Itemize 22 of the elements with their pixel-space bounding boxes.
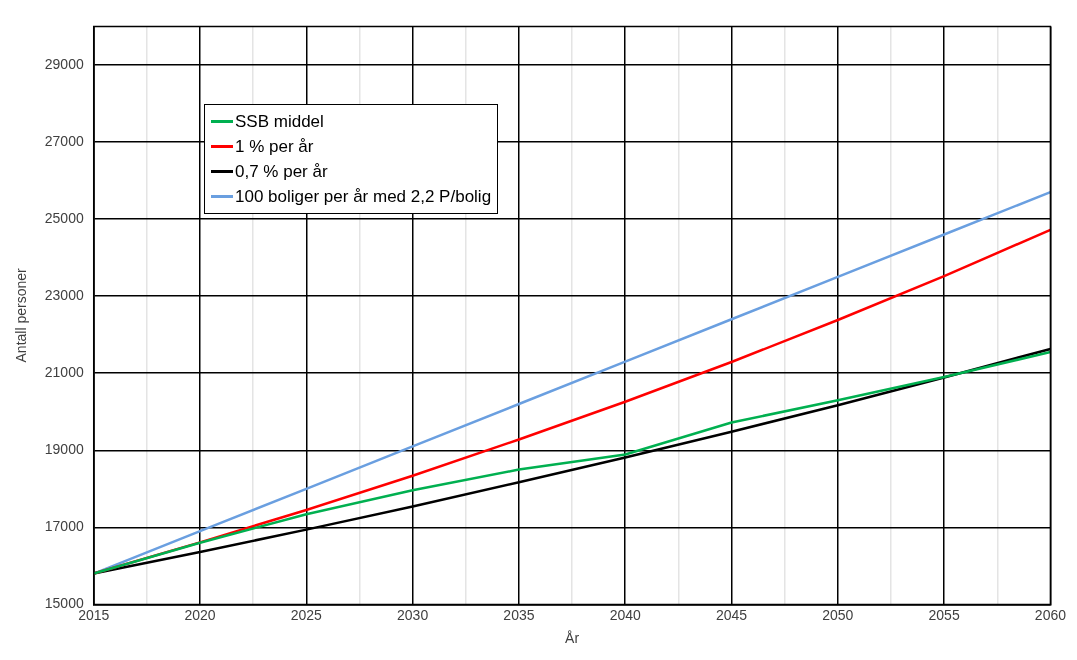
x-tick-label: 2060 [1034,606,1067,623]
y-tick-label: 17000 [44,518,84,535]
y-tick-label: 19000 [44,441,84,458]
y-tick-label: 27000 [44,132,84,149]
y-tick-label: 21000 [44,364,84,381]
y-tick-label: 23000 [44,286,84,303]
x-tick-label: 2020 [184,606,216,623]
legend-label: 0,7 % per år [235,161,328,182]
x-tick-label: 2025 [290,606,323,623]
x-tick-label: 2035 [503,606,535,623]
legend-label: 100 boliger per år med 2,2 P/bolig [235,186,492,207]
y-tick-label: 25000 [44,209,84,226]
x-tick-label: 2050 [822,606,854,623]
x-tick-label: 2055 [928,606,960,623]
legend-label: SSB middel [235,111,324,132]
y-axis-title: Antall personer [13,267,30,363]
x-tick-label: 2045 [715,606,748,623]
x-tick-label: 2030 [397,606,429,623]
x-tick-label: 2040 [609,606,642,623]
x-axis-title: År [565,630,580,647]
legend-label: 1 % per år [235,136,314,157]
y-tick-label: 29000 [44,55,84,72]
